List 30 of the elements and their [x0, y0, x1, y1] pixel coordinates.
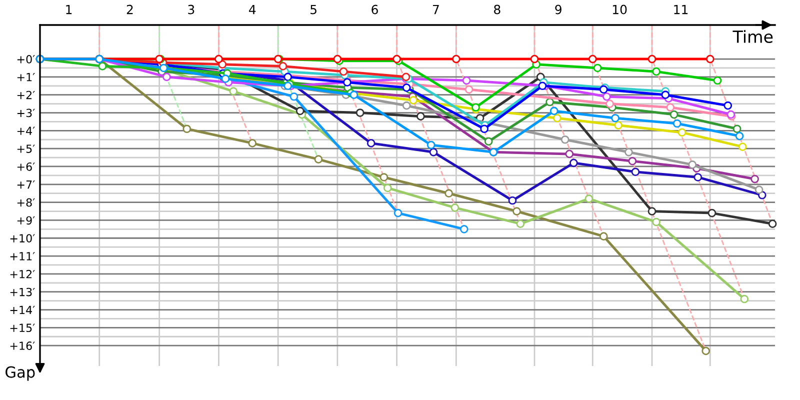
- y-tick-label: +10′: [10, 234, 35, 243]
- y-tick-label: +9′: [17, 216, 35, 225]
- x-tick-label: 3: [188, 4, 194, 14]
- x-tick-label: 11: [674, 4, 688, 14]
- x-tick-label: 5: [310, 4, 316, 14]
- y-axis-title: Gap: [6, 366, 35, 381]
- y-tick-label: +4′: [17, 126, 35, 135]
- x-tick-label: 10: [612, 4, 627, 14]
- y-tick-label: +13′: [10, 288, 35, 296]
- y-tick-label: +6′: [17, 162, 35, 171]
- y-tick-label: +14′: [10, 306, 35, 314]
- x-tick-label: 7: [433, 4, 439, 14]
- x-tick-label: 6: [372, 4, 378, 14]
- y-tick-label: +2′: [17, 90, 35, 100]
- y-tick-label: +16′: [10, 342, 35, 350]
- y-tick-label: +5′: [17, 144, 35, 153]
- x-tick-label: 2: [126, 4, 133, 14]
- x-axis-title: Time: [732, 30, 773, 44]
- y-tick-label: +1′: [17, 73, 35, 82]
- x-tick-label: 1: [66, 4, 72, 14]
- x-tick-label: 8: [494, 4, 500, 14]
- y-tick-label: +7′: [17, 180, 35, 189]
- y-tick-label: +0′: [17, 55, 35, 64]
- y-tick-label: +8′: [17, 198, 35, 207]
- y-tick-label: +15′: [10, 324, 35, 332]
- x-tick-label: 4: [248, 4, 256, 14]
- y-tick-label: +12′: [10, 270, 35, 278]
- y-tick-label: +11′: [10, 252, 35, 260]
- y-tick-label: +3′: [17, 108, 35, 118]
- x-tick-label: 9: [555, 4, 562, 14]
